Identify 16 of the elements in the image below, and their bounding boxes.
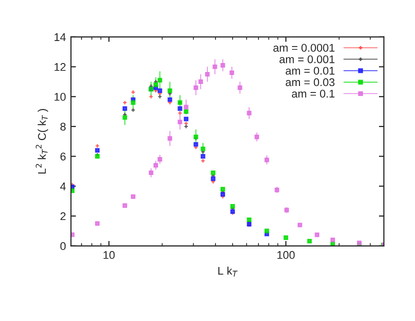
y-tick-label: 2	[60, 212, 66, 220]
y-tick-label: 12	[54, 63, 66, 71]
y-tick-label: 6	[60, 152, 66, 160]
legend-label: am = 0.0001	[273, 44, 334, 52]
legend-label: am = 0.001	[280, 55, 334, 64]
x-tick-label: 100	[277, 251, 295, 259]
x-axis-title: L k$_{T}$	[218, 266, 238, 276]
y-tick-label: 14	[54, 33, 66, 41]
y-tick-label: 10	[54, 92, 66, 101]
legend-label: am = 0.01	[286, 66, 334, 75]
y-tick-label: 8	[60, 122, 66, 131]
y-tick-label: 4	[60, 182, 66, 190]
legend-label: am = 0.03	[286, 78, 334, 86]
y-tick-label: 0	[60, 242, 66, 250]
legend-label: am = 0.1	[292, 90, 334, 98]
y-axis-title: L$^{2}$ k$_{T}$$^{2}$ C( k$_{T}$ )	[36, 109, 48, 174]
